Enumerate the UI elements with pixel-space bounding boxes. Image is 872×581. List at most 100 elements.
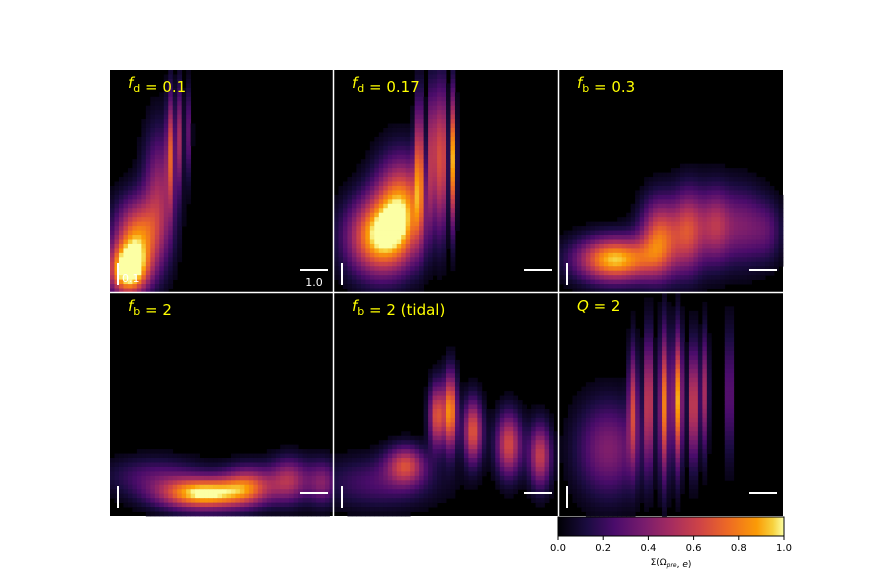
- heatmap-cell: [648, 270, 654, 276]
- heatmap-cell: [679, 342, 685, 347]
- heatmap-cell: [136, 217, 142, 223]
- heatmap-cell: [594, 391, 600, 396]
- heatmap-cell: [356, 221, 362, 227]
- heatmap-cell: [675, 293, 681, 298]
- heatmap-cell: [724, 337, 730, 343]
- heatmap-cell: [186, 177, 192, 182]
- heatmap-cell: [423, 417, 429, 423]
- heatmap-cell: [387, 507, 393, 512]
- heatmap-cell: [190, 466, 196, 472]
- heatmap-cell: [154, 132, 160, 138]
- heatmap-cell: [177, 243, 183, 249]
- heatmap-cell: [428, 208, 433, 214]
- heatmap-cell: [154, 199, 160, 205]
- heatmap-cell: [159, 136, 165, 142]
- heatmap-cell: [177, 159, 183, 165]
- heatmap-cell: [477, 466, 483, 472]
- heatmap-cell: [437, 417, 442, 423]
- heatmap-cell: [666, 364, 672, 370]
- heatmap-cell: [159, 243, 165, 249]
- heatmap-cell: [594, 226, 600, 231]
- heatmap-cell: [504, 466, 510, 472]
- heatmap-cell: [419, 243, 424, 249]
- heatmap-cell: [365, 288, 371, 294]
- heatmap-cell: [706, 172, 712, 178]
- heatmap-cell: [195, 498, 200, 504]
- heatmap-cell: [463, 382, 469, 388]
- heatmap-cell: [132, 493, 138, 499]
- heatmap-cell: [675, 168, 681, 173]
- heatmap-cell: [159, 154, 165, 160]
- heatmap-cell: [778, 248, 784, 254]
- heatmap-cell: [401, 212, 407, 218]
- heatmap-cell: [693, 181, 699, 187]
- heatmap-cell: [630, 221, 636, 227]
- heatmap-cell: [559, 235, 564, 240]
- heatmap-cell: [626, 239, 632, 245]
- heatmap-cell: [769, 270, 775, 276]
- heatmap-cell: [612, 248, 618, 254]
- heatmap-cell: [226, 458, 232, 463]
- heatmap-cell: [311, 507, 317, 512]
- heatmap-cell: [720, 275, 726, 281]
- heatmap-cell: [446, 185, 451, 191]
- heatmap-cell: [168, 154, 174, 160]
- heatmap-cell: [168, 489, 174, 495]
- heatmap-cell: [657, 386, 663, 392]
- heatmap-cell: [724, 342, 730, 347]
- heatmap-cell: [563, 230, 569, 236]
- heatmap-cell: [653, 239, 658, 245]
- heatmap-cell: [774, 243, 779, 249]
- heatmap-cell: [392, 444, 398, 450]
- heatmap-cell: [450, 462, 456, 468]
- heatmap-cell: [648, 226, 654, 231]
- heatmap-cell: [504, 440, 510, 446]
- heatmap-cell: [486, 440, 492, 446]
- heatmap-cell: [684, 181, 690, 187]
- heatmap-cell: [693, 199, 699, 205]
- heatmap-cell: [351, 239, 357, 245]
- heatmap-cell: [374, 288, 380, 294]
- heatmap-cell: [486, 458, 492, 463]
- heatmap-cell: [414, 239, 420, 245]
- heatmap-cell: [432, 239, 438, 245]
- heatmap-cell: [186, 154, 192, 160]
- heatmap-cell: [733, 239, 739, 245]
- heatmap-cell: [738, 177, 744, 182]
- heatmap-cell: [154, 194, 160, 200]
- heatmap-cell: [594, 275, 600, 281]
- heatmap-cell: [168, 163, 174, 169]
- heatmap-cell: [401, 154, 407, 160]
- heatmap-panel-6: Q = 2: [559, 293, 783, 517]
- heatmap-cell: [168, 226, 174, 231]
- heatmap-cell: [454, 127, 460, 133]
- heatmap-cell: [132, 172, 138, 178]
- heatmap-cell: [666, 212, 672, 218]
- heatmap-cell: [284, 484, 290, 490]
- heatmap-cell: [204, 475, 209, 481]
- heatmap-cell: [136, 208, 142, 214]
- heatmap-cell: [715, 235, 721, 240]
- heatmap-cell: [653, 226, 658, 231]
- heatmap-cell: [522, 444, 528, 450]
- heatmap-cell: [383, 275, 389, 281]
- heatmap-cell: [684, 364, 690, 370]
- heatmap-cell: [383, 266, 389, 272]
- heatmap-cell: [334, 248, 339, 254]
- heatmap-cell: [168, 270, 174, 276]
- heatmap-cell: [706, 212, 712, 218]
- heatmap-cell: [679, 284, 685, 289]
- heatmap-cell: [154, 150, 160, 156]
- heatmap-cell: [177, 105, 183, 111]
- heatmap-cell: [495, 475, 501, 481]
- heatmap-cell: [585, 288, 591, 294]
- heatmap-cell: [405, 127, 411, 133]
- heatmap-cell: [751, 257, 757, 263]
- heatmap-cell: [150, 475, 156, 481]
- heatmap-cell: [549, 462, 554, 468]
- heatmap-cell: [423, 395, 429, 401]
- heatmap-cell: [454, 426, 460, 432]
- heatmap-cell: [504, 484, 510, 490]
- heatmap-cell: [253, 484, 259, 490]
- heatmap-cell: [396, 212, 402, 218]
